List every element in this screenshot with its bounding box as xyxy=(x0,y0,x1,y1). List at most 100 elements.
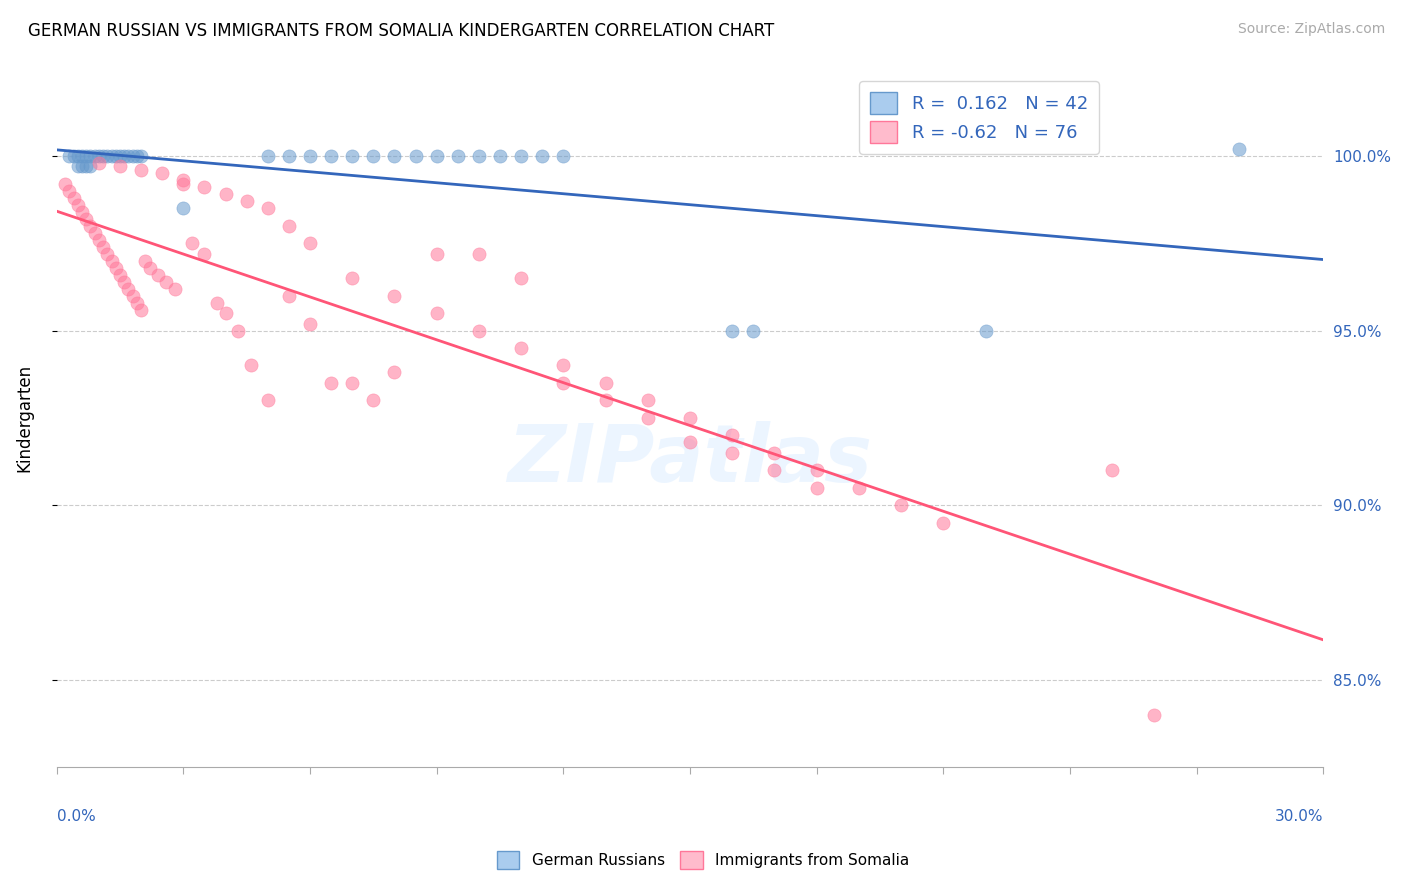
Point xyxy=(298,317,321,331)
Point xyxy=(763,463,786,477)
Point xyxy=(155,275,177,289)
Point xyxy=(510,271,533,285)
Point xyxy=(721,324,744,338)
Point xyxy=(138,260,160,275)
Point xyxy=(129,149,152,163)
Point xyxy=(256,393,278,408)
Text: ZIPatlas: ZIPatlas xyxy=(508,421,873,499)
Point xyxy=(742,324,765,338)
Point xyxy=(340,376,363,390)
Point xyxy=(91,149,114,163)
Point xyxy=(172,173,194,187)
Point xyxy=(214,306,236,320)
Point xyxy=(83,226,105,240)
Point xyxy=(1227,142,1250,156)
Point xyxy=(531,149,554,163)
Point xyxy=(117,149,139,163)
Point xyxy=(468,246,491,260)
Point xyxy=(226,324,249,338)
Point xyxy=(637,410,659,425)
Point xyxy=(298,149,321,163)
Point xyxy=(595,376,617,390)
Point xyxy=(679,435,702,450)
Point xyxy=(193,246,215,260)
Point xyxy=(180,236,202,251)
Point xyxy=(974,324,997,338)
Point xyxy=(468,324,491,338)
Point xyxy=(277,219,299,233)
Point xyxy=(405,149,427,163)
Point xyxy=(58,149,80,163)
Point xyxy=(298,236,321,251)
Point xyxy=(340,149,363,163)
Point xyxy=(426,149,449,163)
Point xyxy=(75,159,97,173)
Point xyxy=(100,253,122,268)
Point xyxy=(256,149,278,163)
Point xyxy=(66,149,89,163)
Y-axis label: Kindergarten: Kindergarten xyxy=(15,364,32,472)
Point xyxy=(87,156,110,170)
Point xyxy=(193,180,215,194)
Point xyxy=(62,149,84,163)
Point xyxy=(277,149,299,163)
Point xyxy=(150,166,173,180)
Point xyxy=(1101,463,1123,477)
Point xyxy=(890,498,912,512)
Point xyxy=(384,288,406,302)
Point xyxy=(58,184,80,198)
Point xyxy=(70,204,93,219)
Point xyxy=(121,149,143,163)
Point xyxy=(146,268,169,282)
Point xyxy=(96,149,118,163)
Point xyxy=(426,246,449,260)
Point xyxy=(129,162,152,177)
Point xyxy=(79,149,101,163)
Point xyxy=(806,481,828,495)
Point xyxy=(125,149,148,163)
Point xyxy=(721,446,744,460)
Point xyxy=(468,149,491,163)
Point xyxy=(277,288,299,302)
Point xyxy=(75,149,97,163)
Text: GERMAN RUSSIAN VS IMMIGRANTS FROM SOMALIA KINDERGARTEN CORRELATION CHART: GERMAN RUSSIAN VS IMMIGRANTS FROM SOMALI… xyxy=(28,22,775,40)
Point xyxy=(117,282,139,296)
Point xyxy=(172,177,194,191)
Point xyxy=(679,410,702,425)
Point xyxy=(510,341,533,355)
Point xyxy=(129,302,152,317)
Point xyxy=(637,393,659,408)
Point xyxy=(108,268,131,282)
Point xyxy=(319,149,342,163)
Point xyxy=(256,201,278,215)
Point xyxy=(595,393,617,408)
Point xyxy=(104,260,127,275)
Text: 0.0%: 0.0% xyxy=(56,809,96,824)
Legend: German Russians, Immigrants from Somalia: German Russians, Immigrants from Somalia xyxy=(491,845,915,875)
Point xyxy=(75,211,97,226)
Point xyxy=(172,201,194,215)
Point xyxy=(721,428,744,442)
Text: Source: ZipAtlas.com: Source: ZipAtlas.com xyxy=(1237,22,1385,37)
Point xyxy=(108,159,131,173)
Point xyxy=(489,149,512,163)
Legend: R =  0.162   N = 42, R = -0.62   N = 76: R = 0.162 N = 42, R = -0.62 N = 76 xyxy=(859,81,1099,154)
Point xyxy=(848,481,870,495)
Point xyxy=(553,376,575,390)
Point xyxy=(66,198,89,212)
Point xyxy=(163,282,186,296)
Point xyxy=(447,149,470,163)
Point xyxy=(205,295,228,310)
Point xyxy=(340,271,363,285)
Point xyxy=(79,159,101,173)
Point xyxy=(319,376,342,390)
Point xyxy=(87,233,110,247)
Point xyxy=(361,149,384,163)
Point xyxy=(100,149,122,163)
Point xyxy=(70,159,93,173)
Point xyxy=(214,187,236,202)
Point xyxy=(96,246,118,260)
Point xyxy=(1143,707,1166,722)
Point xyxy=(361,393,384,408)
Point xyxy=(134,253,156,268)
